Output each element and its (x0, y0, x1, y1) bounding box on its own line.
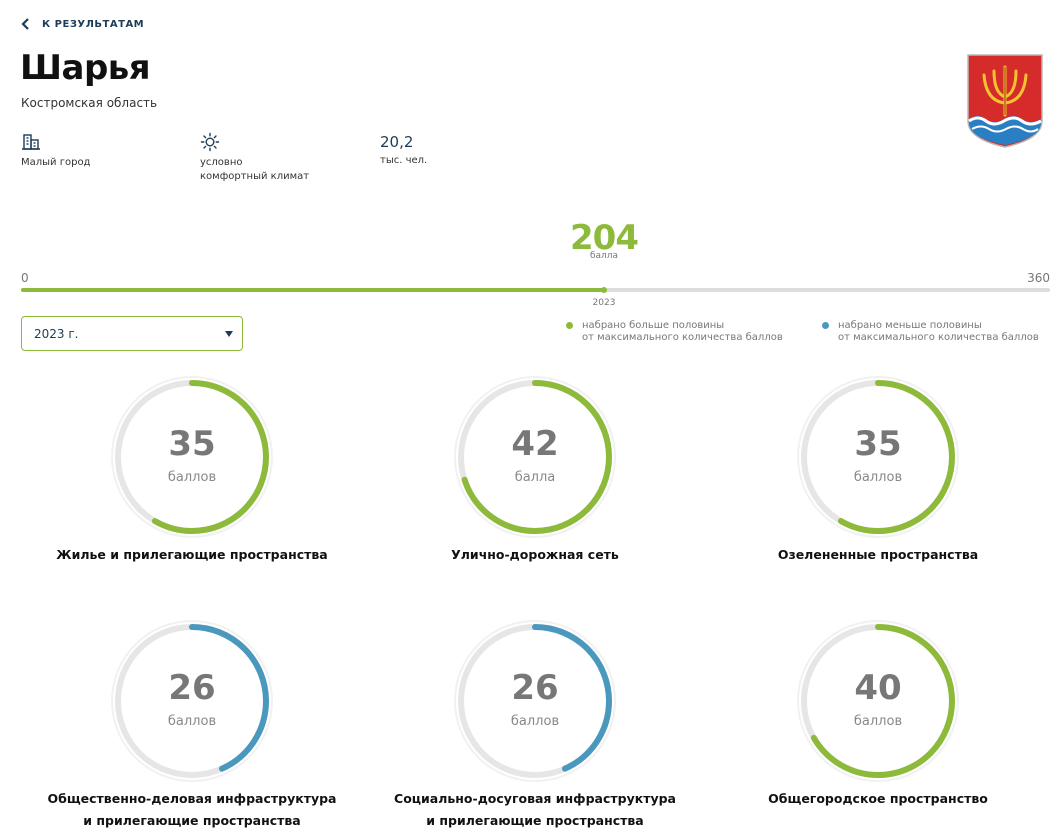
category-score: 26 (511, 668, 559, 708)
category-score: 40 (854, 668, 902, 708)
total-score-value: 204 (570, 218, 639, 258)
score-ring-chart (111, 376, 273, 538)
population-value: 20,2 (380, 133, 414, 151)
category-title: Улично-дорожная сеть (365, 544, 705, 566)
category-card[interactable]: 26 баллов Социально-досуговая инфраструк… (365, 616, 705, 836)
back-link-label: К РЕЗУЛЬТАТАМ (42, 18, 145, 30)
ring-arc (115, 624, 269, 778)
category-title-line-1: Общественно-деловая инфраструктура (47, 791, 337, 806)
score-ring: 35 баллов (793, 372, 963, 542)
ring-arc (801, 624, 955, 778)
total-progress-bar (21, 287, 1050, 293)
caret-down-icon (225, 330, 233, 337)
category-title-line-1: Общегородское пространство (768, 791, 988, 806)
category-title: Жилье и прилегающие пространства (22, 544, 362, 566)
back-to-results-link[interactable]: К РЕЗУЛЬТАТАМ (20, 16, 144, 32)
category-title-line-2: и прилегающие пространства (83, 813, 301, 828)
legend-above-line-1: набрано больше половины (582, 320, 725, 331)
score-ring-chart (454, 620, 616, 782)
scale-min-label: 0 (21, 271, 29, 285)
legend-below-line-2: от максимального количества баллов (838, 332, 1039, 343)
category-score-unit: баллов (167, 470, 217, 485)
chevron-left-icon (21, 18, 29, 30)
legend-dot-blue (822, 322, 829, 329)
category-title-line-1: Улично-дорожная сеть (451, 547, 619, 562)
total-score-unit: балла (589, 251, 619, 261)
score-ring: 26 баллов (450, 616, 620, 786)
scale-max-label: 360 (1027, 271, 1050, 285)
ring-arc (801, 380, 955, 534)
total-progress-fill (21, 288, 605, 292)
category-title-line-1: Озелененные пространства (777, 547, 979, 562)
category-score-unit: баллов (167, 714, 217, 729)
category-title-line-2: и прилегающие пространства (426, 813, 644, 828)
category-score-unit: баллов (510, 714, 560, 729)
progress-year-mark: 2023 (592, 298, 616, 308)
category-card[interactable]: 35 баллов Озелененные пространства (708, 372, 1048, 592)
category-score: 42 (511, 424, 559, 464)
category-card[interactable]: 35 баллов Жилье и прилегающие пространст… (22, 372, 362, 592)
legend-above-line-2: от максимального количества баллов (582, 332, 783, 343)
category-score: 35 (168, 424, 216, 464)
legend-dot-green (566, 322, 573, 329)
category-title: Общегородское пространство (708, 788, 1048, 810)
city-type-label: Малый город (21, 157, 91, 168)
population-unit: тыс. чел. (380, 155, 428, 166)
score-ring-chart (797, 620, 959, 782)
category-title: Социально-досуговая инфраструктура и при… (365, 788, 705, 832)
ring-arc (115, 380, 269, 534)
climate-line-1: условно (200, 157, 243, 168)
total-progress-marker (601, 287, 608, 293)
year-select-value: 2023 г. (34, 326, 79, 341)
climate-info: условно комфортный климат (200, 132, 309, 184)
category-title-line-1: Социально-досуговая инфраструктура (394, 791, 676, 806)
category-score-unit: баллов (853, 470, 903, 485)
legend-below-half: набрано меньше половины от максимального… (822, 320, 1039, 344)
region-name: Костромская область (21, 96, 158, 110)
category-score: 26 (168, 668, 216, 708)
building-icon (22, 134, 40, 150)
category-score-unit: балла (514, 470, 556, 485)
legend-below-line-1: набрано меньше половины (838, 320, 982, 331)
population-info: 20,2 тыс. чел. (380, 132, 427, 168)
category-card[interactable]: 42 балла Улично-дорожная сеть (365, 372, 705, 592)
score-ring-chart (797, 376, 959, 538)
score-ring-chart (454, 376, 616, 538)
year-select[interactable]: 2023 г. (21, 316, 243, 351)
score-ring: 26 баллов (107, 616, 277, 786)
coat-of-arms-icon (967, 54, 1043, 148)
legend-above-half: набрано больше половины от максимального… (566, 320, 783, 344)
score-ring: 42 балла (450, 372, 620, 542)
category-title: Озелененные пространства (708, 544, 1048, 566)
city-type-info: Малый город (21, 132, 90, 170)
page-title: Шарья (20, 48, 151, 88)
score-ring: 35 баллов (107, 372, 277, 542)
category-card[interactable]: 40 баллов Общегородское пространство (708, 616, 1048, 836)
category-title: Общественно-деловая инфраструктура и при… (22, 788, 362, 832)
category-score-unit: баллов (853, 714, 903, 729)
category-score: 35 (854, 424, 902, 464)
score-ring: 40 баллов (793, 616, 963, 786)
climate-line-2: комфортный климат (200, 171, 310, 182)
ring-arc (458, 624, 612, 778)
category-title-line-1: Жилье и прилегающие пространства (56, 547, 328, 562)
category-card[interactable]: 26 баллов Общественно-деловая инфраструк… (22, 616, 362, 836)
sun-icon (200, 132, 220, 152)
score-ring-chart (111, 620, 273, 782)
ring-arc (458, 380, 612, 534)
